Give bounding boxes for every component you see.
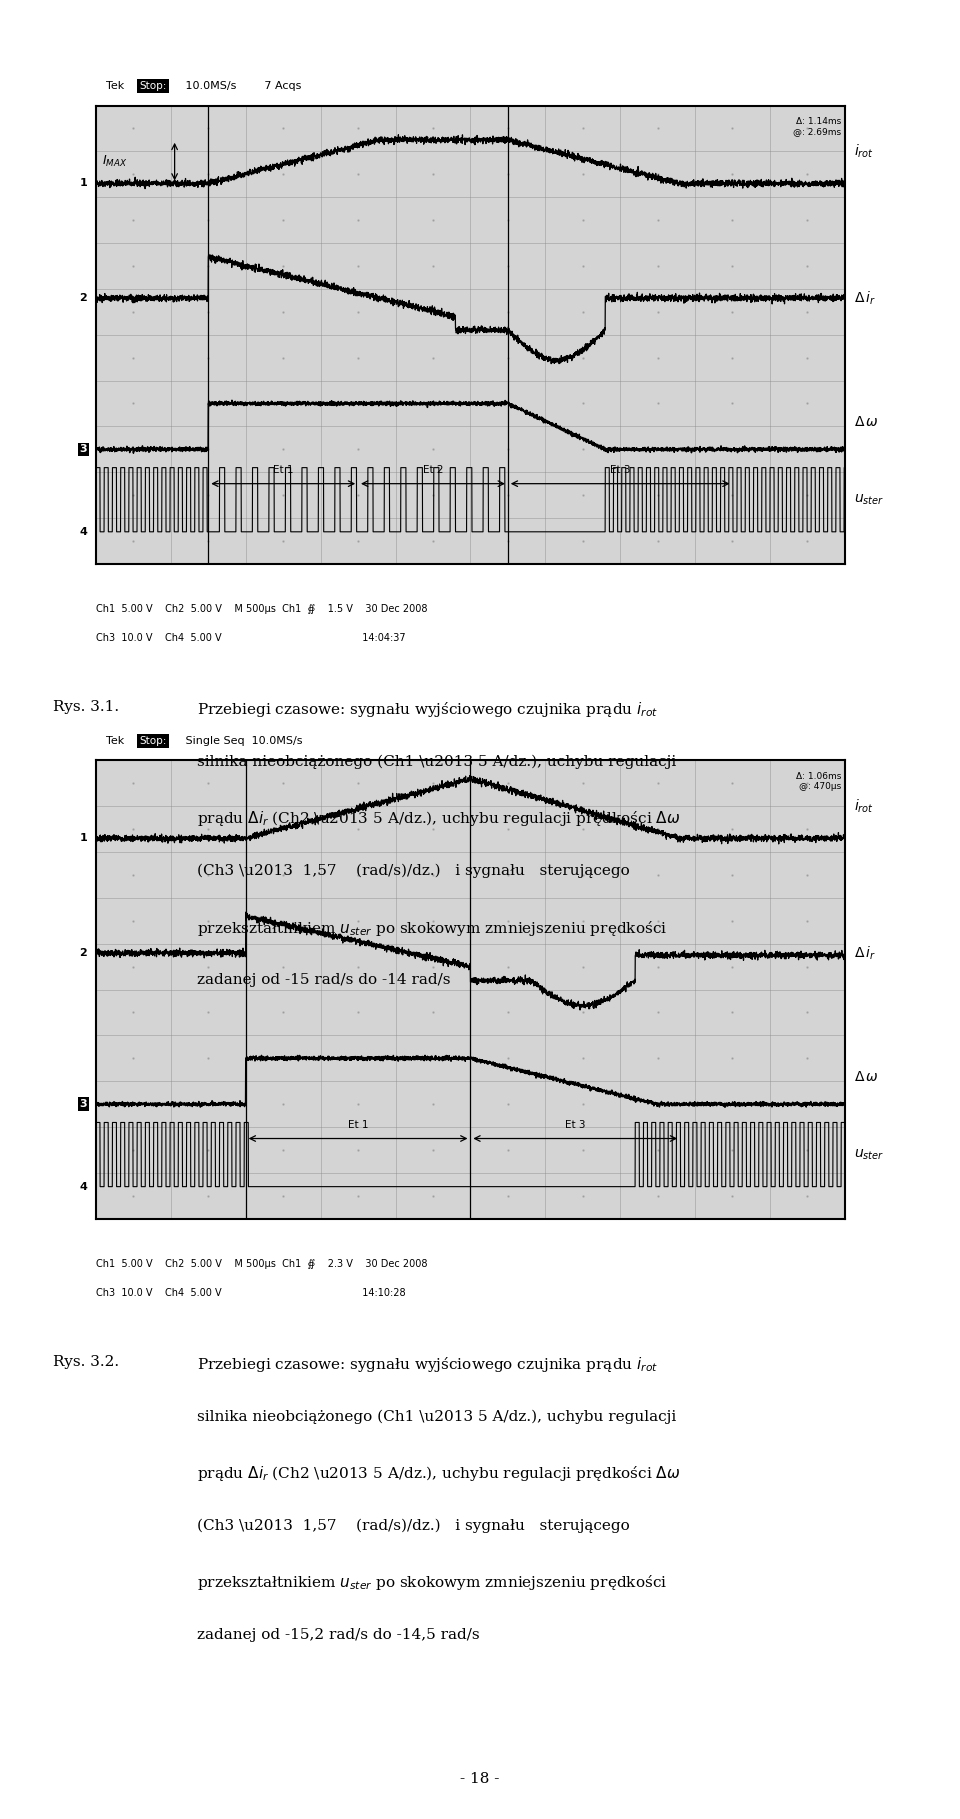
Text: $\Delta\, i_r$: $\Delta\, i_r$ (853, 944, 876, 962)
Text: 2: 2 (80, 293, 87, 304)
Text: 2: 2 (80, 948, 87, 959)
Text: Przebiegi czasowe: sygnału wyjściowego czujnika prądu $i_{rot}$: Przebiegi czasowe: sygnału wyjściowego c… (197, 1355, 658, 1373)
Text: Rys. 3.2.: Rys. 3.2. (53, 1355, 119, 1370)
Text: $\Delta\,\omega$: $\Delta\,\omega$ (853, 415, 878, 429)
Text: Rys. 3.1.: Rys. 3.1. (53, 700, 119, 715)
Text: Single Seq  10.0MS/s: Single Seq 10.0MS/s (182, 737, 303, 746)
Text: Et 2: Et 2 (422, 466, 444, 475)
Text: Tek: Tek (106, 737, 128, 746)
Text: - 18 -: - 18 - (460, 1772, 500, 1786)
Text: (Ch3 \u2013  1,57    (rad/s)/dz.)   i sygnału   sterującego: (Ch3 \u2013 1,57 (rad/s)/dz.) i sygnału … (197, 864, 630, 879)
Text: silnika nieobciążonego (Ch1 \u2013 5 A/dz.), uchybu regulacji: silnika nieobciążonego (Ch1 \u2013 5 A/d… (197, 755, 676, 769)
Text: $\Delta\, i_r$: $\Delta\, i_r$ (853, 289, 876, 307)
Text: Stop:: Stop: (139, 82, 167, 91)
Text: Ch3  10.0 V    Ch4  5.00 V                                             14:04:37: Ch3 10.0 V Ch4 5.00 V 14:04:37 (96, 633, 406, 642)
Text: 4: 4 (79, 528, 87, 537)
Text: 4: 4 (79, 1182, 87, 1191)
Text: 1: 1 (80, 178, 87, 189)
Text: Et 1: Et 1 (273, 466, 294, 475)
Text: Ch1  5.00 V    Ch2  5.00 V    M 500µs  Ch1  ∯    1.5 V    30 Dec 2008: Ch1 5.00 V Ch2 5.00 V M 500µs Ch1 ∯ 1.5 … (96, 604, 427, 613)
Text: Stop:: Stop: (139, 737, 167, 746)
Text: $I_{MAX}$: $I_{MAX}$ (102, 155, 128, 169)
Text: przekształtnikiem $u_{ster}$ po skokowym zmniejszeniu prędkości: przekształtnikiem $u_{ster}$ po skokowym… (197, 1573, 667, 1592)
Text: Tek: Tek (106, 82, 128, 91)
Text: Et 3: Et 3 (565, 1121, 586, 1130)
Text: Przebiegi czasowe: sygnału wyjściowego czujnika prądu $i_{rot}$: Przebiegi czasowe: sygnału wyjściowego c… (197, 700, 658, 719)
Text: 1: 1 (80, 833, 87, 844)
Text: Ch1  5.00 V    Ch2  5.00 V    M 500µs  Ch1  ∯    2.3 V    30 Dec 2008: Ch1 5.00 V Ch2 5.00 V M 500µs Ch1 ∯ 2.3 … (96, 1259, 427, 1268)
Text: $i_{rot}$: $i_{rot}$ (853, 797, 874, 815)
Text: zadanej od -15 rad/s do -14 rad/s: zadanej od -15 rad/s do -14 rad/s (197, 973, 450, 988)
Text: Et 3: Et 3 (610, 466, 631, 475)
Text: Δ: 1.14ms
@: 2.69ms: Δ: 1.14ms @: 2.69ms (793, 116, 841, 136)
Text: Δ: 1.06ms
@: 470µs: Δ: 1.06ms @: 470µs (796, 771, 841, 791)
Text: $i_{rot}$: $i_{rot}$ (853, 142, 874, 160)
Text: silnika nieobciążonego (Ch1 \u2013 5 A/dz.), uchybu regulacji: silnika nieobciążonego (Ch1 \u2013 5 A/d… (197, 1410, 676, 1424)
Text: 3: 3 (80, 444, 87, 455)
Text: Ch3  10.0 V    Ch4  5.00 V                                             14:10:28: Ch3 10.0 V Ch4 5.00 V 14:10:28 (96, 1288, 406, 1297)
Text: przekształtnikiem $u_{ster}$ po skokowym zmniejszeniu prędkości: przekształtnikiem $u_{ster}$ po skokowym… (197, 919, 667, 937)
Text: prądu $\Delta i_r$ (Ch2 \u2013 5 A/dz.), uchybu regulacji prędkości $\Delta\omeg: prądu $\Delta i_r$ (Ch2 \u2013 5 A/dz.),… (197, 1464, 681, 1482)
Text: 10.0MS/s        7 Acqs: 10.0MS/s 7 Acqs (182, 82, 301, 91)
Text: $u_{ster}$: $u_{ster}$ (853, 493, 884, 508)
Text: 3: 3 (80, 1099, 87, 1110)
Text: Et 1: Et 1 (348, 1121, 369, 1130)
Text: $u_{ster}$: $u_{ster}$ (853, 1148, 884, 1162)
Text: zadanej od -15,2 rad/s do -14,5 rad/s: zadanej od -15,2 rad/s do -14,5 rad/s (197, 1628, 479, 1643)
Text: (Ch3 \u2013  1,57    (rad/s)/dz.)   i sygnału   sterującego: (Ch3 \u2013 1,57 (rad/s)/dz.) i sygnału … (197, 1519, 630, 1533)
Text: $\Delta\,\omega$: $\Delta\,\omega$ (853, 1070, 878, 1084)
Text: prądu $\Delta i_r$ (Ch2 \u2013 5 A/dz.), uchybu regulacji prędkości $\Delta\omeg: prądu $\Delta i_r$ (Ch2 \u2013 5 A/dz.),… (197, 809, 681, 828)
